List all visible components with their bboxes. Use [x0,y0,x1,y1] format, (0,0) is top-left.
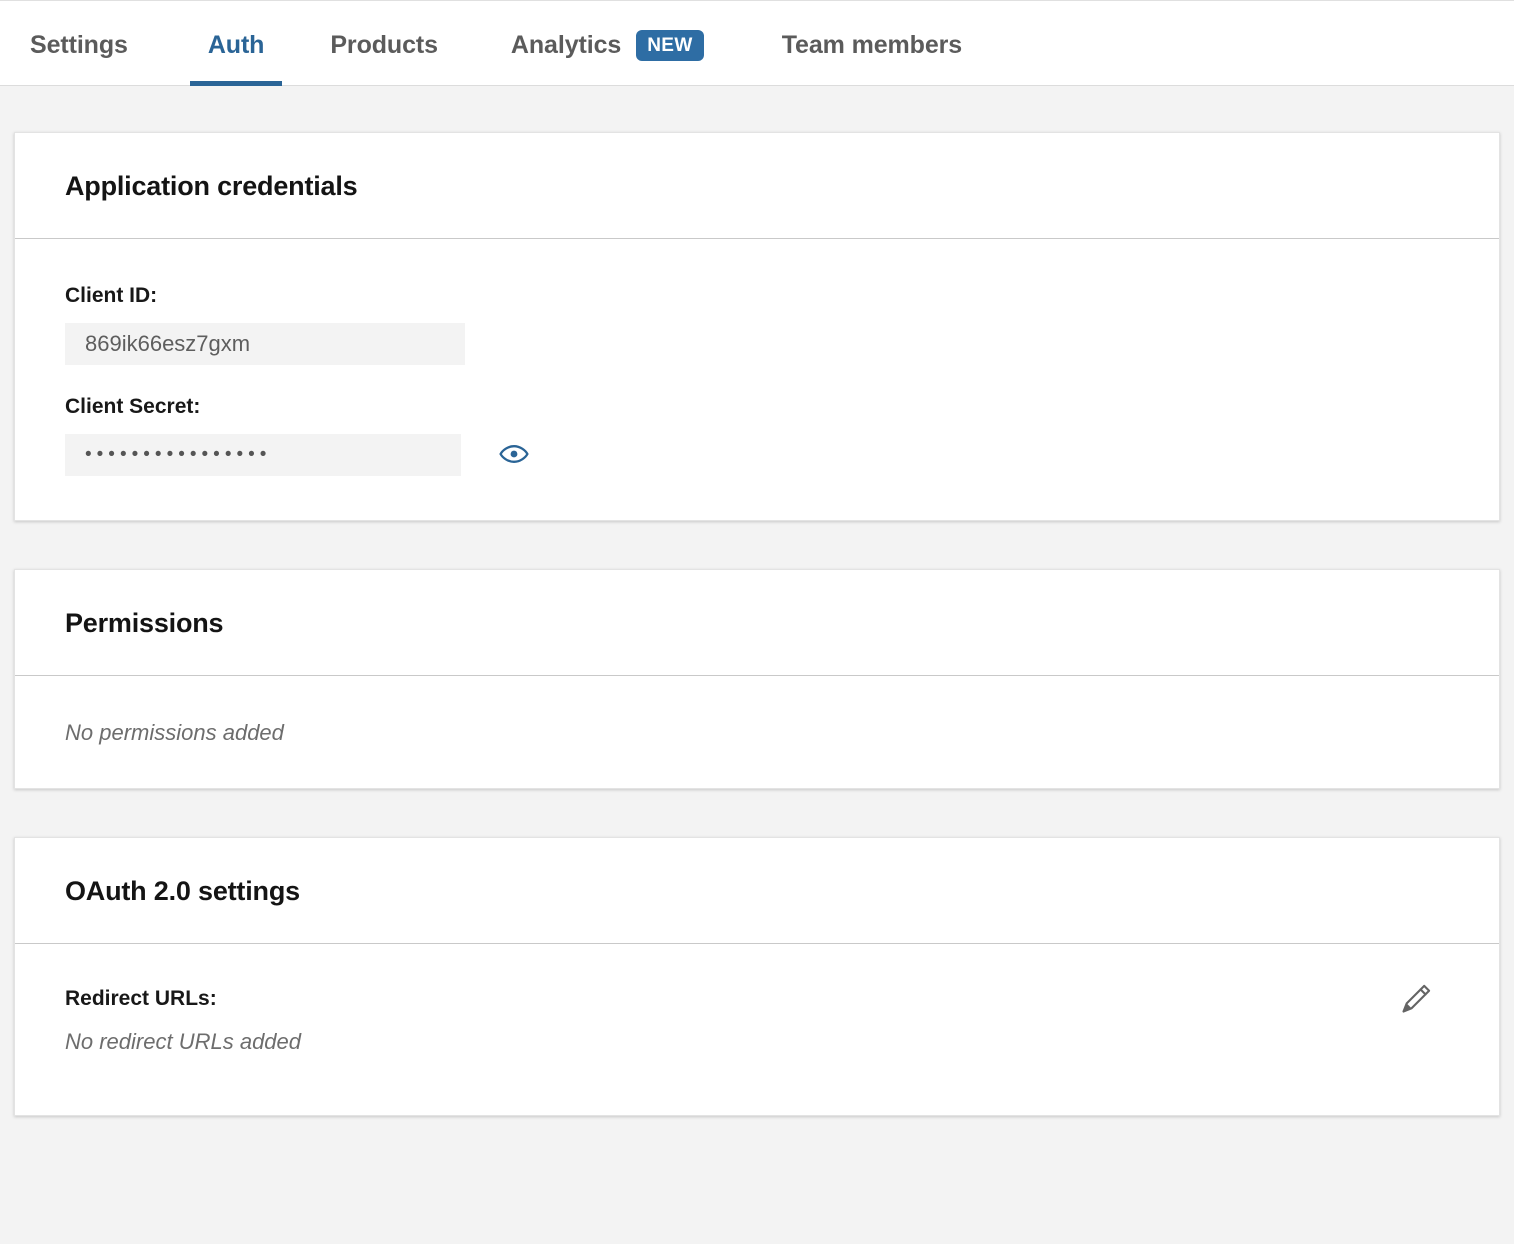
permissions-body: No permissions added [15,676,1499,788]
oauth-settings-title: OAuth 2.0 settings [65,876,300,906]
cards-container: Application credentials Client ID: 869ik… [0,132,1514,1116]
client-secret-label: Client Secret: [65,395,201,418]
redirect-urls-empty-text: No redirect URLs added [65,1029,302,1054]
permissions-header: Permissions [15,570,1499,676]
client-secret-value[interactable]: •••••••••••••••• [65,434,461,476]
tab-auth[interactable]: Auth [189,1,282,86]
tab-auth-label: Auth [207,31,265,59]
oauth-settings-card: OAuth 2.0 settings Redirect URLs: No red… [14,837,1500,1116]
permissions-empty-text: No permissions added [65,720,284,745]
tab-products-label: Products [330,31,438,59]
permissions-card: Permissions No permissions added [14,569,1500,789]
application-credentials-header: Application credentials [15,133,1499,239]
client-id-label: Client ID: [65,284,158,307]
application-credentials-title: Application credentials [65,171,358,201]
client-secret-row: •••••••••••••••• [65,434,1449,476]
tab-products[interactable]: Products [330,1,438,86]
tab-settings[interactable]: Settings [30,1,128,86]
edit-redirect-urls-button[interactable] [1396,980,1436,1020]
redirect-urls-label: Redirect URLs: [65,987,217,1010]
eye-icon [499,443,529,468]
oauth-settings-header: OAuth 2.0 settings [15,838,1499,944]
tab-settings-label: Settings [30,31,128,59]
tab-analytics[interactable]: Analytics NEW [511,1,704,86]
tab-team-members[interactable]: Team members [782,1,962,86]
application-credentials-body: Client ID: 869ik66esz7gxm Client Secret:… [15,239,1499,520]
tab-bar: Settings Auth Products Analytics NEW Tea… [0,0,1514,86]
tab-team-members-label: Team members [781,31,963,59]
client-id-value[interactable]: 869ik66esz7gxm [65,323,465,365]
application-credentials-card: Application credentials Client ID: 869ik… [14,132,1500,521]
client-secret-masked-text: •••••••••••••••• [85,443,272,465]
new-badge: NEW [636,30,704,61]
oauth-settings-body: Redirect URLs: No redirect URLs added [15,944,1499,1115]
permissions-title: Permissions [65,608,224,638]
reveal-secret-button[interactable] [497,438,531,472]
tab-analytics-label: Analytics [510,31,622,59]
pencil-icon [1399,982,1433,1019]
